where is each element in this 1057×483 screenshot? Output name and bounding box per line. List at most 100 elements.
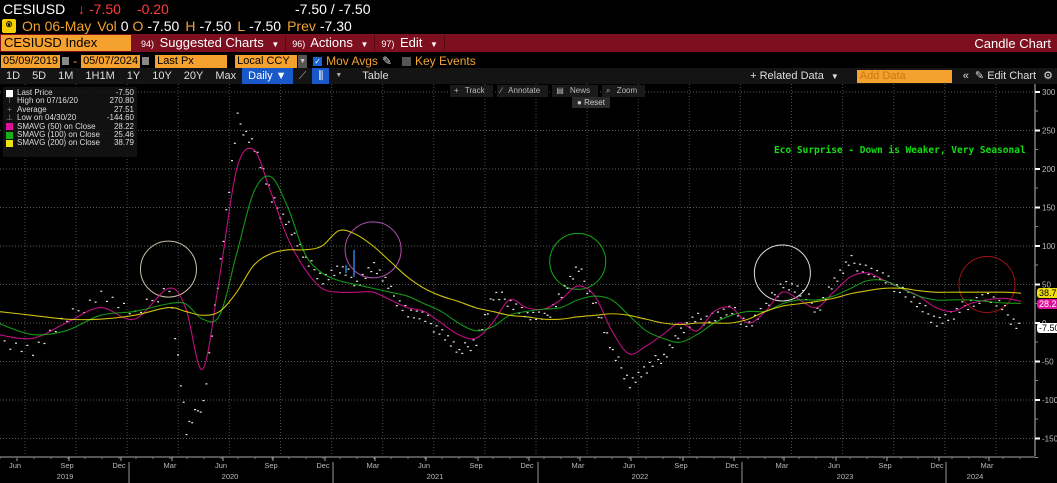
svg-text:Jun: Jun	[215, 461, 227, 470]
annotate-button[interactable]: ∕ Annotate	[496, 85, 549, 97]
range-1m[interactable]: 1M	[58, 70, 74, 82]
key-events-checkbox[interactable]	[402, 56, 411, 66]
legend-item[interactable]: SMAVG (50) on Close 28.22	[6, 121, 134, 131]
svg-text:2023: 2023	[837, 472, 854, 481]
open-label: O	[132, 17, 144, 34]
gauge-icon[interactable]: ⍟	[2, 18, 16, 33]
zoom-button[interactable]: ⌕ Zoom	[602, 85, 646, 97]
related-data-button[interactable]: + Related Data ▼	[744, 68, 845, 84]
end-date-input[interactable]: 05/07/2024	[81, 54, 141, 68]
low-value: -7.50	[249, 17, 282, 34]
range-1y[interactable]: 1Y	[126, 70, 141, 82]
highlight-circles	[139, 221, 1016, 313]
legend-label: SMAVG (200) on Close	[17, 138, 100, 148]
date-label: On 06-May	[22, 17, 92, 34]
dropdown-arrow-icon[interactable]: ▼	[298, 54, 308, 68]
svg-text:-100: -100	[1042, 396, 1057, 405]
menu-number: 96)	[292, 39, 306, 49]
chart-annotation: Eco Surprise - Down is Weaker, Very Seas…	[774, 145, 1026, 156]
svg-text:Sep: Sep	[878, 461, 891, 470]
legend-label: SMAVG (50) on Close	[17, 121, 96, 131]
candle-chart-icon[interactable]: ⫼	[312, 68, 330, 84]
table-button[interactable]: Table	[362, 70, 389, 82]
svg-text:Mar: Mar	[776, 461, 789, 470]
field-select[interactable]: Last Px	[155, 54, 228, 68]
news-label: News	[565, 85, 594, 96]
calendar-icon[interactable]	[62, 57, 70, 65]
time-range-bar: 1D 5D 1M 1H1M 1Y 10Y 20Y Max Daily ▼ ⟋ ⫼…	[0, 68, 1057, 84]
currency-select[interactable]: Local CCY	[235, 54, 298, 68]
range-10y[interactable]: 10Y	[152, 70, 172, 82]
security-input[interactable]: CESIUSD Index	[1, 35, 131, 51]
legend-item[interactable]: ⊥ Low on 04/30/20 -144.60	[6, 113, 134, 123]
high-value: -7.50	[199, 17, 232, 34]
range-5d[interactable]: 5D	[32, 70, 47, 82]
pencil-icon: ✎	[974, 70, 988, 82]
track-button[interactable]: + Track	[450, 85, 493, 97]
edit-chart-button[interactable]: ✎ Edit Chart	[972, 68, 1039, 84]
high-label: H	[185, 17, 196, 34]
mov-avgs-label: Mov Avgs	[326, 54, 378, 68]
range-max[interactable]: Max	[215, 70, 237, 82]
svg-text:2022: 2022	[632, 472, 649, 481]
marker-icon: ⊤	[6, 96, 13, 106]
legend-label: Average	[17, 104, 47, 114]
reset-button[interactable]: ● Reset	[572, 97, 610, 108]
svg-text:2019: 2019	[57, 472, 74, 481]
down-arrow-icon: ↓	[78, 0, 85, 17]
chart-series	[0, 112, 1022, 436]
legend-label: Low on 04/30/20	[17, 113, 77, 123]
price-chart[interactable]: 300250200150100500-50-100-150JunSepDecMa…	[0, 84, 1057, 483]
marker-icon: ⊥	[6, 113, 13, 123]
caret-down-icon: ▼	[360, 40, 369, 49]
calendar-icon[interactable]	[142, 57, 150, 65]
color-swatch-icon	[6, 131, 13, 139]
svg-text:Jun: Jun	[418, 461, 430, 470]
chart-grid	[0, 84, 1035, 456]
svg-text:-50: -50	[1042, 358, 1054, 367]
menu-label: Suggested Charts	[159, 35, 264, 50]
svg-text:2021: 2021	[427, 472, 444, 481]
svg-text:Dec: Dec	[930, 461, 944, 470]
actions-button[interactable]: 96) Actions ▼	[286, 35, 376, 51]
period-select[interactable]: Daily ▼	[242, 68, 293, 84]
collapse-icon[interactable]: «	[962, 70, 969, 82]
pencil-icon[interactable]: ✎	[381, 54, 392, 68]
svg-text:Dec: Dec	[520, 461, 534, 470]
svg-text:Jun: Jun	[828, 461, 840, 470]
annotate-label: Annotate	[504, 85, 545, 96]
price-label-last: -7.50	[1037, 323, 1057, 333]
svg-text:200: 200	[1042, 165, 1056, 174]
edit-button[interactable]: 97) Edit ▼	[375, 35, 445, 51]
legend-value: 38.79	[113, 138, 134, 148]
add-data-input[interactable]: Add Data	[856, 69, 952, 83]
legend-item[interactable]: ⊤ High on 07/16/20 270.80	[6, 96, 134, 106]
range-1d[interactable]: 1D	[6, 70, 21, 82]
svg-text:Sep: Sep	[60, 461, 73, 470]
news-button[interactable]: ▤ News	[552, 85, 598, 97]
zoom-label: Zoom	[612, 85, 642, 96]
chart-options-bar: 05/09/2019 - 05/07/2024 Last Px Local CC…	[0, 53, 1057, 69]
start-date-input[interactable]: 05/09/2019	[1, 54, 61, 68]
legend-value: 27.51	[113, 104, 134, 114]
prev-value: -7.30	[319, 17, 352, 34]
svg-text:Mar: Mar	[367, 461, 380, 470]
svg-text:50: 50	[1042, 281, 1051, 290]
legend-item[interactable]: SMAVG (100) on Close 25.46	[6, 130, 134, 139]
chart-legend[interactable]: Last Price -7.50 ⊤ High on 07/16/20 270.80 + A…	[3, 87, 137, 157]
chart-type-dropdown-icon[interactable]: ▼	[335, 72, 343, 79]
range-20y[interactable]: 20Y	[183, 70, 204, 82]
legend-item[interactable]: Last Price -7.50	[6, 88, 134, 97]
bid-ask: -7.50 / -7.50	[295, 0, 371, 17]
mov-avgs-checkbox[interactable]: ✓	[313, 56, 323, 66]
gear-icon[interactable]: ⚙	[1043, 70, 1053, 82]
legend-item[interactable]: + Average 27.51	[6, 104, 134, 114]
legend-item[interactable]: SMAVG (200) on Close 38.79	[6, 138, 134, 148]
svg-text:2024: 2024	[967, 472, 984, 481]
line-chart-icon[interactable]: ⟋	[298, 70, 307, 82]
range-1h1m[interactable]: 1H1M	[85, 70, 115, 82]
suggested-charts-button[interactable]: 94) Suggested Charts ▼	[135, 35, 287, 51]
svg-text:Jun: Jun	[623, 461, 635, 470]
legend-value: -144.60	[106, 113, 134, 123]
edit-chart-label: Edit Chart	[987, 70, 1037, 82]
